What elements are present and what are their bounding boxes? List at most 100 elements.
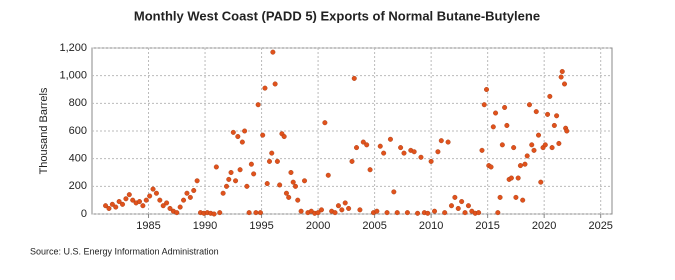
- data-point: [226, 176, 232, 182]
- data-point: [106, 205, 112, 211]
- data-point: [177, 204, 183, 210]
- data-point: [244, 183, 250, 189]
- data-point: [502, 104, 508, 110]
- data-point: [242, 128, 248, 134]
- data-point: [264, 181, 270, 187]
- data-point: [354, 145, 360, 151]
- data-point: [113, 204, 119, 210]
- x-tick-label: 2005: [362, 220, 386, 232]
- data-point: [556, 140, 562, 146]
- data-point: [262, 85, 268, 91]
- data-point: [374, 208, 380, 214]
- x-tick-label: 1985: [136, 220, 160, 232]
- x-tick-label: 2025: [588, 220, 612, 232]
- data-point: [455, 205, 461, 211]
- data-point: [462, 210, 468, 216]
- data-point: [220, 190, 226, 196]
- data-point: [246, 210, 252, 216]
- data-point: [120, 201, 126, 207]
- data-point: [517, 163, 523, 169]
- data-point: [351, 75, 357, 81]
- data-point: [384, 210, 390, 216]
- data-point: [335, 203, 341, 209]
- data-point: [481, 102, 487, 108]
- data-point: [558, 74, 564, 80]
- data-point: [493, 110, 499, 116]
- data-point: [228, 169, 234, 175]
- data-point: [564, 128, 570, 134]
- data-point: [230, 129, 236, 135]
- data-point: [167, 205, 173, 211]
- data-point: [224, 183, 230, 189]
- data-point: [130, 197, 136, 203]
- data-point: [438, 138, 444, 144]
- data-point: [515, 175, 521, 181]
- data-point: [452, 194, 458, 200]
- data-point: [538, 179, 544, 185]
- data-point: [418, 154, 424, 160]
- data-point: [387, 136, 393, 142]
- data-point: [187, 194, 193, 200]
- y-tick-label: 0: [81, 208, 87, 220]
- chart-title: Monthly West Coast (PADD 5) Exports of N…: [134, 8, 540, 23]
- data-point: [488, 164, 494, 170]
- data-point: [147, 193, 153, 199]
- x-tick-label: 1990: [193, 220, 217, 232]
- data-point: [322, 120, 328, 126]
- data-point: [490, 124, 496, 130]
- data-point: [364, 142, 370, 148]
- data-point: [465, 203, 471, 209]
- data-point: [381, 150, 387, 156]
- data-point: [235, 134, 241, 140]
- data-point: [109, 201, 115, 207]
- data-point: [524, 153, 530, 159]
- data-point: [554, 113, 560, 119]
- data-point: [346, 205, 352, 211]
- x-tick-label: 1995: [249, 220, 273, 232]
- data-point: [545, 111, 551, 117]
- y-tick-label: 200: [69, 180, 87, 192]
- data-point: [367, 167, 373, 173]
- data-point: [547, 93, 553, 99]
- y-tick-label: 1,000: [59, 70, 87, 82]
- data-point: [116, 199, 122, 205]
- data-point: [217, 210, 223, 216]
- data-point: [459, 199, 465, 205]
- data-point: [357, 207, 363, 213]
- data-point: [559, 69, 565, 75]
- data-point: [298, 208, 304, 214]
- data-point: [536, 132, 542, 138]
- data-point: [274, 158, 280, 164]
- data-point: [253, 210, 259, 216]
- data-point: [295, 197, 301, 203]
- data-point: [476, 210, 482, 216]
- data-point: [136, 199, 142, 205]
- y-tick-label: 1,200: [59, 42, 87, 54]
- data-point: [448, 203, 454, 209]
- y-axis-label: Thousand Barrels: [38, 87, 50, 174]
- data-point: [260, 132, 266, 138]
- data-point: [391, 189, 397, 195]
- x-tick-label: 2010: [419, 220, 443, 232]
- data-point: [315, 210, 321, 216]
- data-point: [160, 203, 166, 209]
- data-point: [504, 122, 510, 128]
- data-point: [484, 86, 490, 92]
- data-point: [302, 178, 308, 184]
- data-point: [398, 145, 404, 151]
- data-point: [181, 197, 187, 203]
- data-point: [495, 210, 501, 216]
- data-point: [251, 171, 257, 177]
- data-point: [184, 190, 190, 196]
- data-point: [257, 210, 263, 216]
- data-point: [349, 158, 355, 164]
- data-point: [526, 102, 532, 108]
- data-point: [497, 194, 503, 200]
- data-point: [442, 210, 448, 216]
- data-point: [174, 210, 180, 216]
- data-point: [415, 210, 421, 216]
- data-point: [551, 122, 557, 128]
- x-tick-label: 2015: [475, 220, 499, 232]
- data-point: [150, 186, 156, 192]
